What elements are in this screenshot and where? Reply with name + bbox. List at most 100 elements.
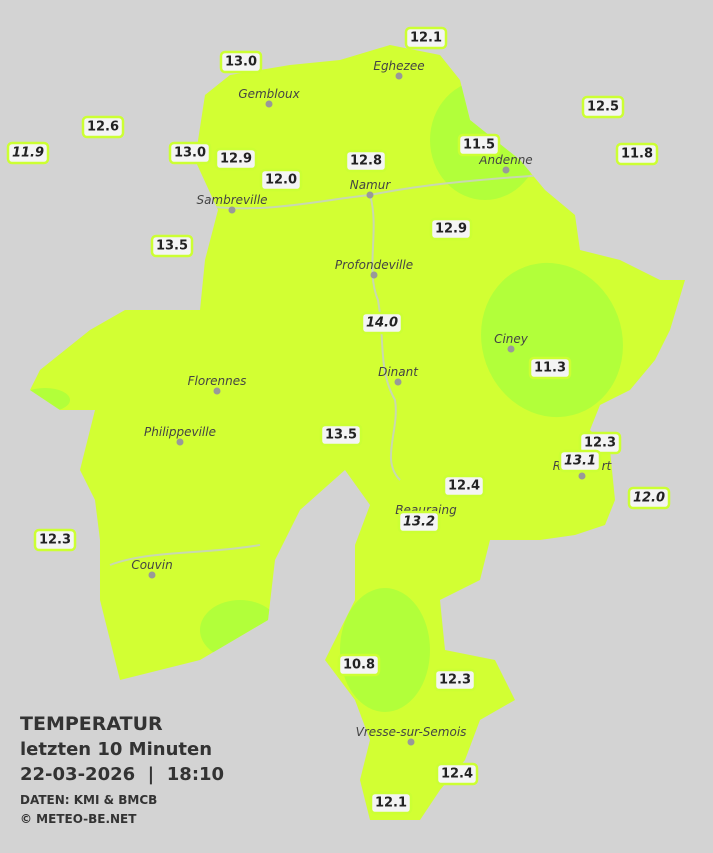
station: 13.0	[219, 50, 263, 74]
city-dot	[265, 100, 273, 108]
city-name: Dinant	[378, 365, 419, 379]
station: 12.4	[442, 474, 486, 498]
city-dot	[407, 738, 415, 746]
river	[369, 194, 401, 481]
cities: Eghezee Gembloux Andenne Namur Sambreville Pr…	[131, 59, 613, 746]
station-box	[219, 50, 263, 74]
city-dot	[366, 191, 374, 199]
city-dot	[395, 72, 403, 80]
station-box	[369, 791, 413, 815]
station-box	[360, 311, 404, 335]
station-box	[404, 26, 448, 50]
city-dot	[578, 472, 586, 480]
station-value: 12.9	[220, 152, 252, 167]
station-value: 12.5	[587, 100, 619, 115]
city-dot	[370, 271, 378, 279]
station-value: 12.3	[439, 673, 471, 688]
city-dot	[502, 166, 510, 174]
station-box	[81, 115, 125, 139]
station: 11.3	[528, 356, 572, 380]
station-value: 12.3	[584, 436, 616, 451]
station-box	[581, 95, 625, 119]
station: 12.8	[344, 149, 388, 173]
legend-block: TEMPERATUR letzten 10 Minuten 22-03-2026…	[20, 713, 224, 826]
station-box	[150, 234, 194, 258]
station: 12.3	[578, 431, 622, 455]
station: 11.8	[615, 142, 659, 166]
station-box	[397, 510, 441, 534]
city-dot	[176, 438, 184, 446]
station-box	[259, 168, 303, 192]
city-name: Profondeville	[335, 258, 413, 272]
city-name: Couvin	[131, 558, 172, 572]
datetime: 22-03-2026 | 18:10	[20, 764, 224, 785]
river	[109, 544, 261, 566]
station: 12.5	[581, 95, 625, 119]
station: 12.1	[369, 791, 413, 815]
station-value: 13.5	[325, 428, 357, 443]
heading: TEMPERATUR	[20, 713, 163, 735]
city-name: Gembloux	[238, 87, 300, 101]
city-dot	[507, 345, 515, 353]
subheading: letzten 10 Minuten	[20, 739, 212, 760]
station-value: 12.0	[265, 173, 297, 188]
station-value: 11.8	[621, 147, 653, 162]
station: 13.2	[397, 510, 441, 534]
city-dot	[394, 378, 402, 386]
station-value: 12.6	[87, 120, 119, 135]
station-box	[319, 423, 363, 447]
station-box	[528, 356, 572, 380]
station-box	[627, 486, 671, 510]
station-box	[433, 668, 477, 692]
source: DATEN: KMI & BMCB	[20, 793, 157, 807]
station: 11.9	[6, 141, 50, 165]
station-box	[344, 149, 388, 173]
station-value: 12.8	[350, 154, 382, 169]
city-dot	[148, 571, 156, 579]
city-name: Vresse-sur-Semois	[356, 725, 467, 739]
station-value: 12.9	[435, 222, 467, 237]
station-value: 12.1	[410, 31, 442, 46]
station: 11.5	[457, 133, 501, 157]
station: 12.1	[404, 26, 448, 50]
station: 12.4	[435, 762, 479, 786]
city-dot	[228, 206, 236, 214]
station: 13.5	[319, 423, 363, 447]
station-value: 13.0	[174, 146, 206, 161]
stations: 12.1 13.0 12.6 11.9 13.0 12.9 12.0 12.8 12.5 11.5…	[6, 26, 671, 815]
city-dot	[213, 387, 221, 395]
station-value: 12.1	[375, 796, 407, 811]
station-box	[615, 142, 659, 166]
station-value: 13.5	[156, 239, 188, 254]
station: 12.9	[429, 217, 473, 241]
station-value: 13.0	[225, 55, 257, 70]
station: 12.3	[433, 668, 477, 692]
station-value: 14.0	[366, 316, 398, 331]
station-box	[435, 762, 479, 786]
station: 14.0	[360, 311, 404, 335]
station-box	[6, 141, 50, 165]
station-box	[214, 147, 258, 171]
station-box	[429, 217, 473, 241]
station: 12.0	[259, 168, 303, 192]
cool-zone	[481, 262, 623, 418]
station: 13.1	[558, 449, 602, 473]
station-box	[33, 528, 77, 552]
cool-zone	[340, 588, 430, 712]
station-value: 10.8	[343, 658, 375, 673]
station-value: 12.4	[448, 479, 480, 494]
city-name: Namur	[350, 178, 392, 192]
station-box	[457, 133, 501, 157]
station: 12.0	[627, 486, 671, 510]
city-name: Philippeville	[144, 425, 216, 439]
station: 10.8	[337, 653, 381, 677]
station-value: 12.4	[441, 767, 473, 782]
city-name: Andenne	[478, 153, 532, 167]
station-value: 12.3	[39, 533, 71, 548]
station-box	[558, 449, 602, 473]
station-value: 11.9	[12, 146, 44, 161]
city-name: Florennes	[188, 374, 247, 388]
station-box	[168, 141, 212, 165]
station: 13.5	[150, 234, 194, 258]
station: 12.3	[33, 528, 77, 552]
